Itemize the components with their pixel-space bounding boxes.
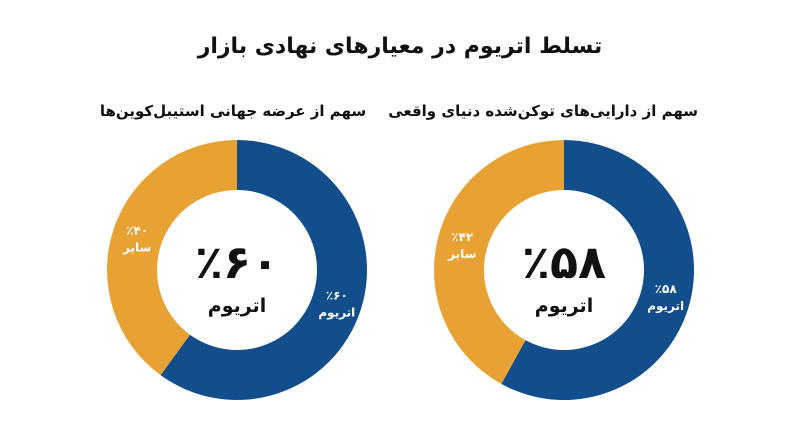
donut-center-label: اتریوم xyxy=(535,295,593,317)
chart-title: تسلط اتریوم در معیارهای نهادی بازار xyxy=(197,34,603,59)
rwa-other-slice-label: سایر xyxy=(447,247,476,261)
rwa-donut-chart: ٪۵۸ اتریوم ٪۴۲ سایر ٪۵۸ اتریوم xyxy=(434,140,695,400)
stablecoin-donut-chart: ٪۶۰ اتریوم ٪۴۰ سایر ٪۶۰ اتریوم xyxy=(106,140,368,400)
donut-center-value: ٪۵۸ xyxy=(522,235,606,289)
stablecoin-ethereum-slice-label: اتریوم xyxy=(318,305,355,320)
rwa-ethereum-slice-label: اتریوم xyxy=(647,299,684,314)
stablecoin-other-slice-value: ٪۴۰ xyxy=(126,224,148,238)
stablecoin-other-slice-label: سایر xyxy=(122,241,151,255)
rwa-ethereum-slice-value: ٪۵۸ xyxy=(655,282,678,296)
rwa-other-slice-value: ٪۴۲ xyxy=(451,230,474,244)
donut-center-label: اتریوم xyxy=(208,295,266,317)
stablecoin-share-title: سهم از عرضه جهانی استیبل‌کوین‌ها xyxy=(99,102,367,120)
stablecoin-ethereum-slice-value: ٪۶۰ xyxy=(326,288,348,302)
rwa-other-slice xyxy=(434,140,564,384)
stablecoin-ethereum-slice xyxy=(160,140,368,400)
stablecoin-other-slice xyxy=(106,140,237,376)
donut-center-value: ٪۶۰ xyxy=(195,235,279,289)
rwa-share-title: سهم از دارایی‌های توکن‌شده دنیای واقعی xyxy=(388,102,698,120)
rwa-ethereum-slice xyxy=(501,140,695,400)
